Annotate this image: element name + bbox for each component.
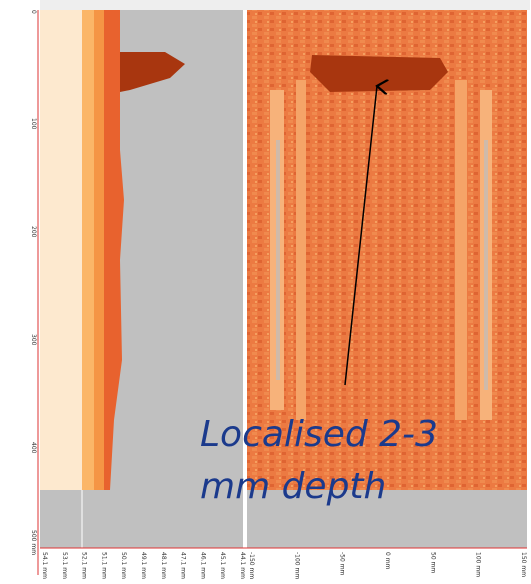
scale-label: 52.1 mm — [81, 552, 88, 579]
scale-label: 49.1 mm — [140, 552, 147, 579]
scale-label: 50 mm — [429, 552, 436, 573]
depth-band — [40, 10, 82, 490]
streak — [484, 140, 488, 390]
depth-band — [94, 10, 104, 490]
scale-label: 500 mm — [30, 530, 37, 555]
streak — [455, 80, 467, 420]
scale-label: 53.1 mm — [61, 552, 68, 579]
top-strip — [40, 0, 530, 10]
streak — [296, 80, 306, 420]
scale-label: 50.1 mm — [120, 552, 127, 579]
scale-label: 300 — [30, 334, 37, 346]
scale-label: 0 mm — [384, 552, 391, 570]
scale-label: 46.1 mm — [199, 552, 206, 579]
depth-band — [82, 10, 94, 490]
scale-label: 44.1 mm — [239, 552, 246, 579]
annotation: mm depth — [200, 466, 386, 507]
scale-label: 150 mm — [520, 552, 527, 577]
scale-label: -150 mm — [248, 552, 255, 579]
defect — [310, 55, 448, 92]
scale-label: 0 — [30, 10, 37, 14]
scale-label: 100 — [30, 118, 37, 130]
scale-label: 400 — [30, 442, 37, 454]
scale-label: -50 mm — [339, 552, 346, 576]
scale-label: 48.1 mm — [160, 552, 167, 579]
scale-label: 54.1 mm — [41, 552, 48, 579]
annotation: Localised 2-3 — [200, 414, 438, 455]
scale-label: 47.1 mm — [180, 552, 187, 579]
streak — [276, 140, 280, 380]
scale-label: 45.1 mm — [219, 552, 226, 579]
scale-label: 200 — [30, 226, 37, 238]
scan-view: Localised 2-3 mm depth 0 100 200 300 400 500 … — [0, 0, 531, 580]
scale-label: 51.1 mm — [100, 552, 107, 579]
scale-label: 100 mm — [475, 552, 482, 577]
scale-label: -100 mm — [293, 552, 300, 579]
